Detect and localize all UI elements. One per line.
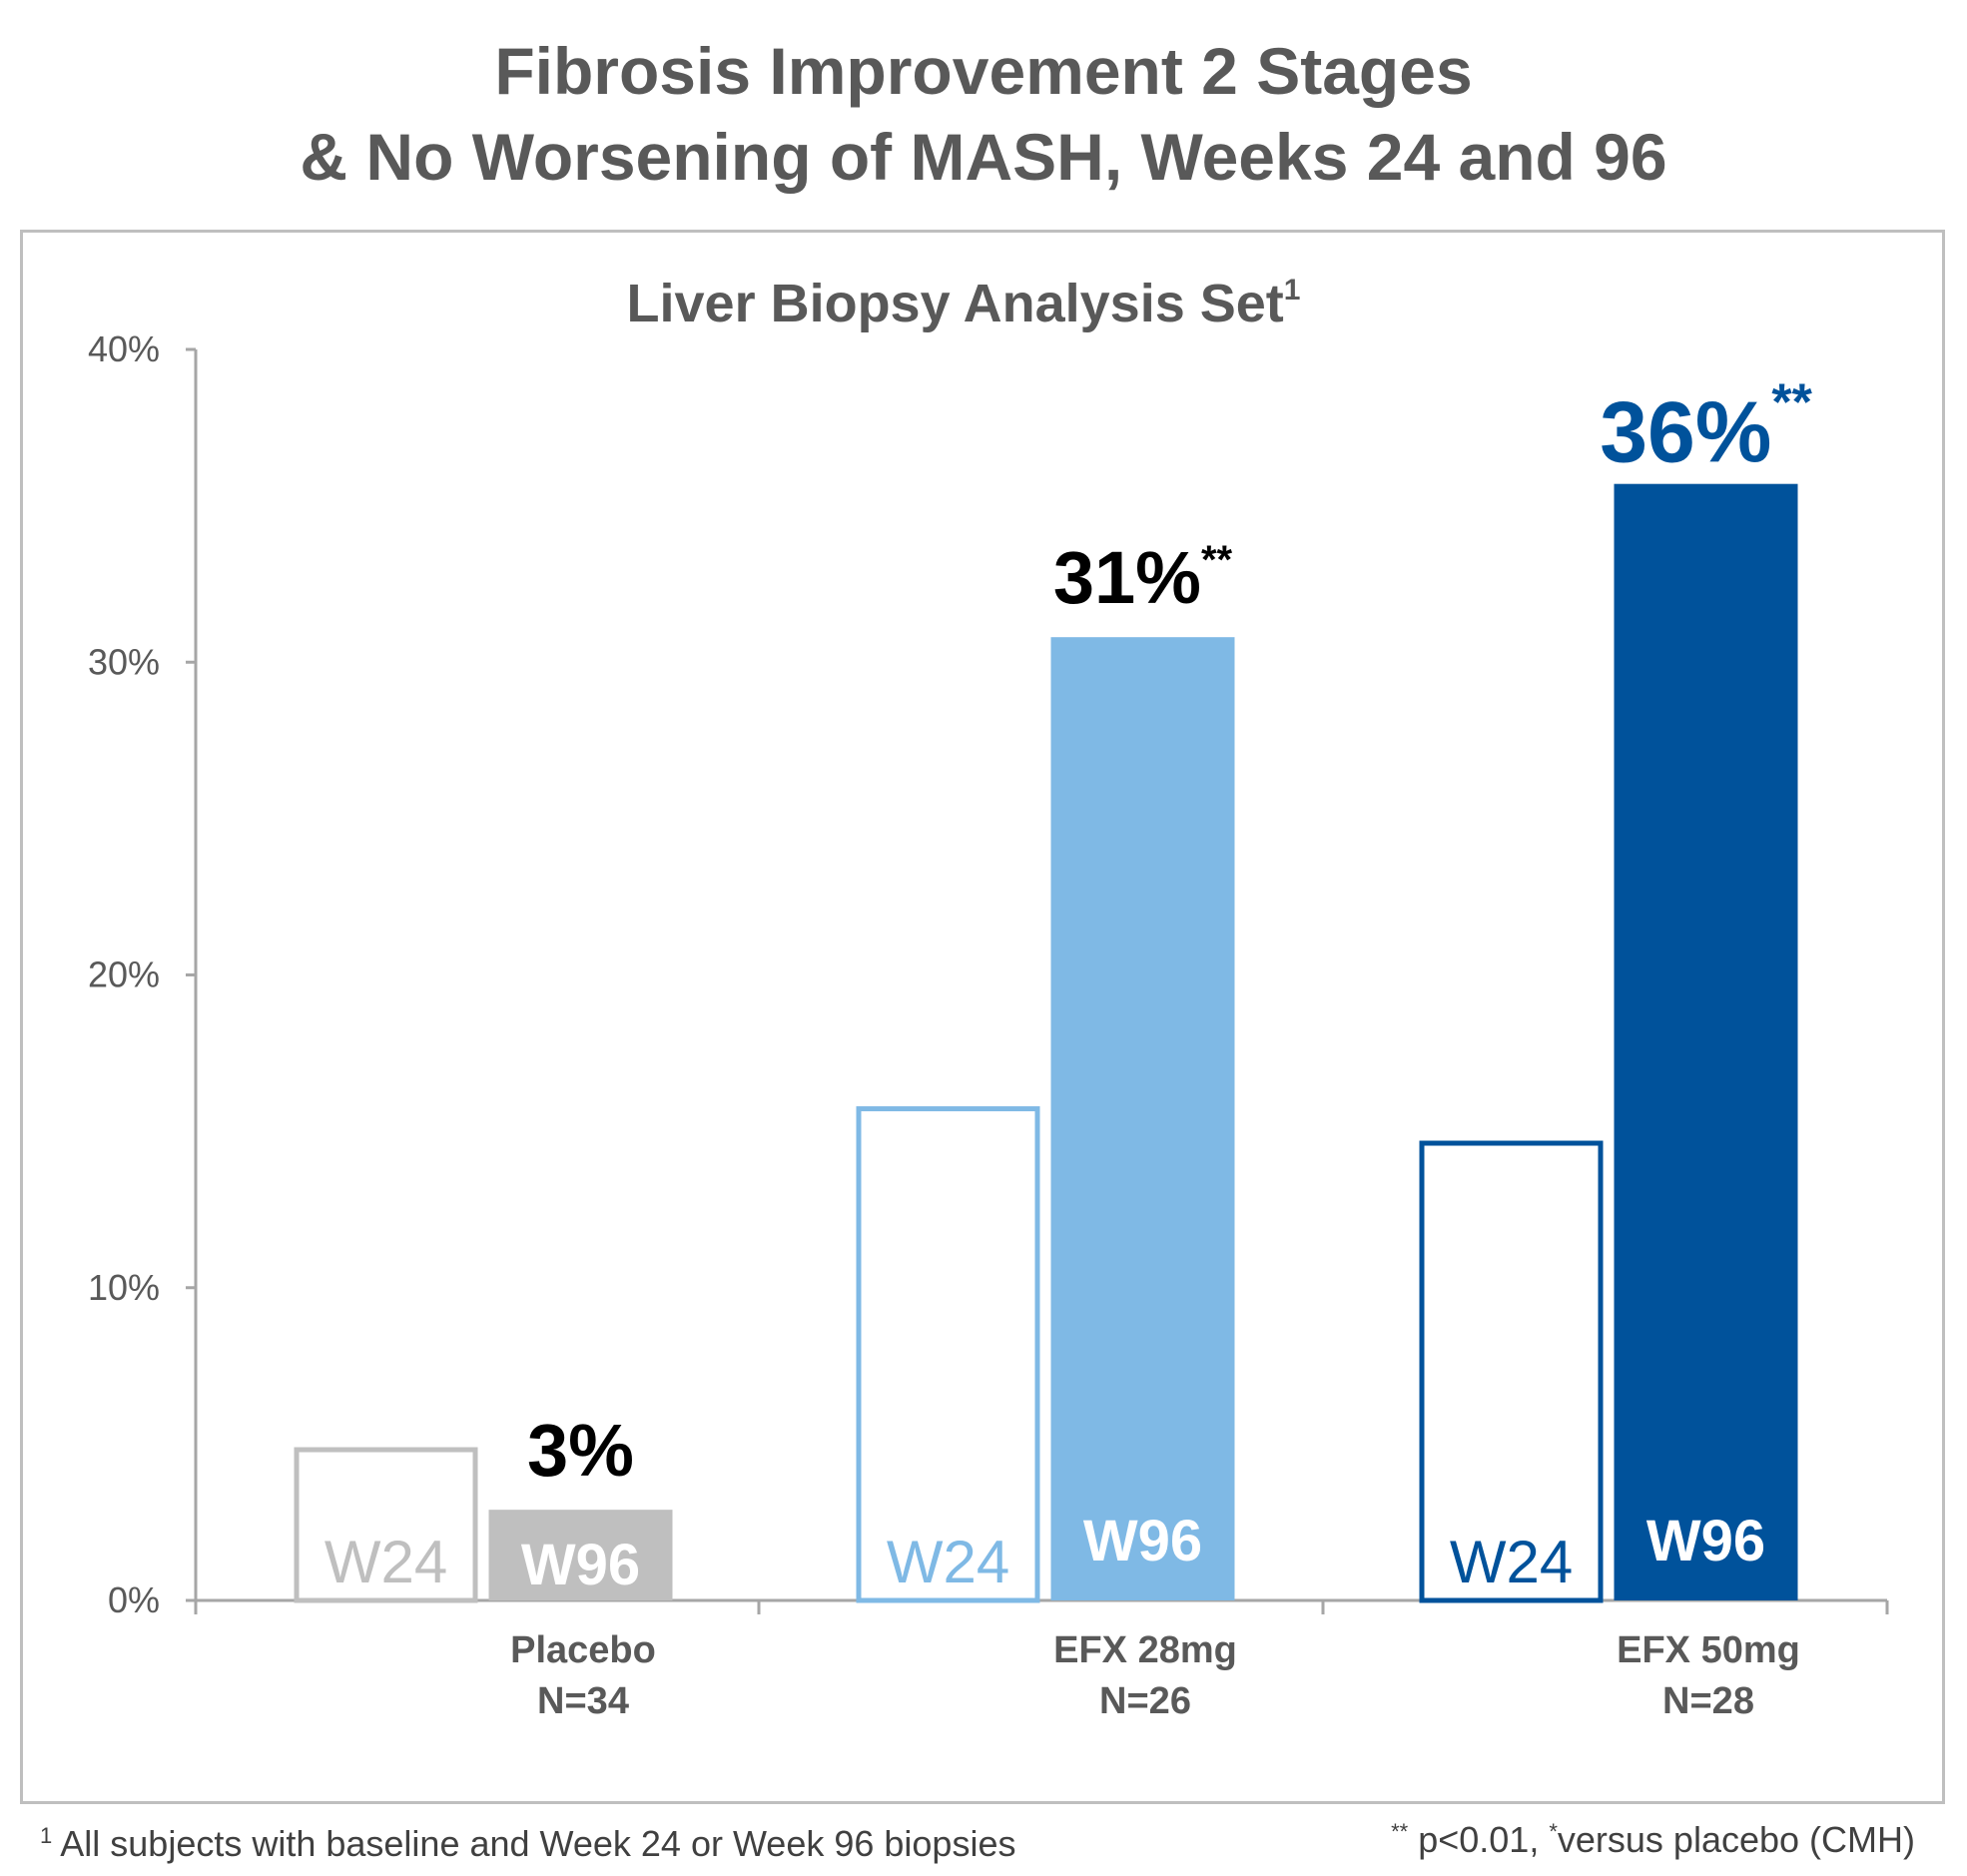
- y-tick-label: 40%: [88, 328, 160, 369]
- y-tick-label: 10%: [88, 1267, 160, 1308]
- footnote-text: All subjects with baseline and Week 24 o…: [60, 1823, 1016, 1864]
- y-tick-label: 30%: [88, 641, 160, 682]
- page-title: Fibrosis Improvement 2 Stages & No Worse…: [0, 28, 1967, 200]
- significance-marker-single: *: [1549, 1819, 1558, 1844]
- chart-title-text: Liver Biopsy Analysis Set: [627, 274, 1284, 333]
- x-category-n: N=34: [537, 1680, 629, 1722]
- bars: W24 W96 W24 W96 W24 W96: [294, 483, 1798, 1603]
- data-label-significance: **: [1201, 538, 1233, 582]
- footnote-left: 1 All subjects with baseline and Week 24…: [40, 1823, 1015, 1865]
- bar-w24: [1419, 1140, 1604, 1603]
- labels: Placebo N=34 EFX 28mg N=26 EFX 50mg N=28 3% 31%…: [510, 374, 1812, 1722]
- x-category-label: EFX 50mg: [1617, 1629, 1800, 1671]
- x-category-label: Placebo: [510, 1629, 656, 1671]
- bar-w96: [1050, 637, 1235, 1600]
- bar-series-label: W24: [1450, 1529, 1573, 1595]
- title-line-2: & No Worsening of MASH, Weeks 24 and 96: [300, 120, 1667, 194]
- title-line-1: Fibrosis Improvement 2 Stages: [494, 34, 1473, 108]
- significance-marker-double: **: [1391, 1819, 1409, 1844]
- bar-w96: [488, 1510, 673, 1600]
- data-label: 31%**: [1053, 536, 1233, 619]
- bar-series-label: W96: [1646, 1509, 1765, 1573]
- chart-frame: [20, 230, 1945, 1804]
- data-label-value: 31%: [1053, 536, 1201, 619]
- x-category-n: N=26: [1099, 1680, 1191, 1722]
- data-label: 36%**: [1600, 374, 1812, 481]
- y-tick-label: 0%: [108, 1579, 160, 1620]
- bar-series-label: W24: [325, 1529, 447, 1595]
- bar-series-label: W24: [887, 1529, 1009, 1595]
- data-label: 3%: [527, 1409, 634, 1492]
- axes: 0% 10% 20% 30% 40%: [88, 328, 1889, 1620]
- bar-series-label: W96: [1083, 1509, 1202, 1573]
- significance-text-2: versus placebo (CMH): [1557, 1819, 1915, 1860]
- significance-text-1: p<0.01,: [1418, 1819, 1550, 1860]
- x-category-n: N=28: [1662, 1680, 1754, 1722]
- bar-w24: [856, 1106, 1040, 1603]
- data-label-significance: **: [1771, 374, 1812, 432]
- x-category-label: EFX 28mg: [1053, 1629, 1237, 1671]
- chart-title: Liver Biopsy Analysis Set1: [627, 274, 1301, 333]
- bar-series-label: W96: [521, 1533, 640, 1597]
- data-label-value: 3%: [527, 1409, 634, 1492]
- bar-w96: [1614, 483, 1798, 1600]
- footnote-marker: 1: [40, 1823, 53, 1848]
- footnote-right: ** p<0.01, *versus placebo (CMH): [1391, 1819, 1915, 1861]
- data-label-value: 36%: [1600, 385, 1771, 481]
- y-tick-label: 20%: [88, 954, 160, 995]
- bar-w24: [294, 1447, 478, 1603]
- chart-title-superscript: 1: [1284, 274, 1301, 307]
